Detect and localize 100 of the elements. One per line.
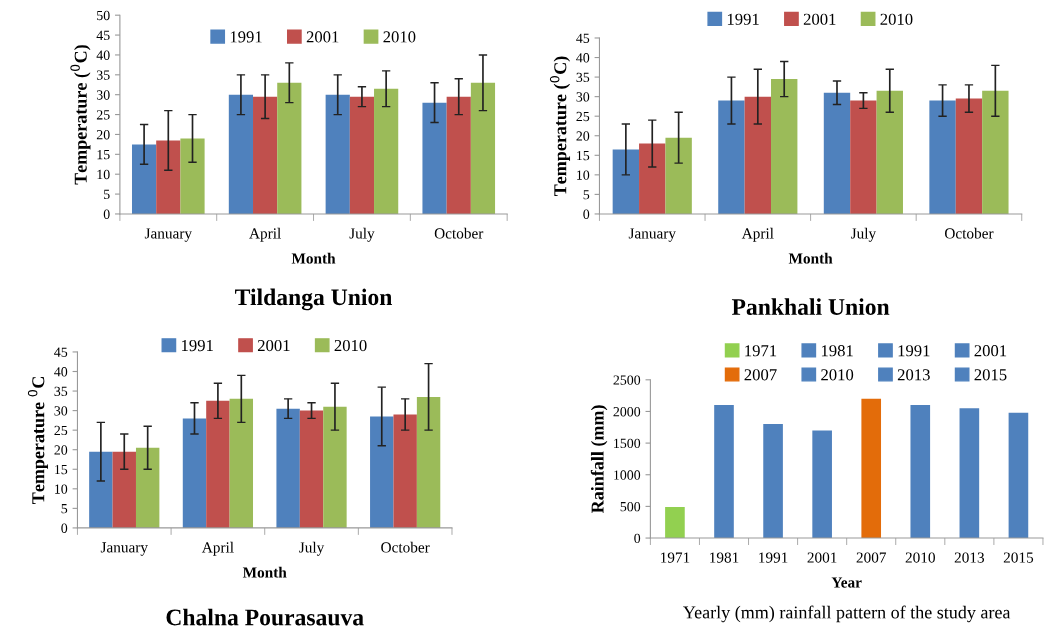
bar (771, 79, 798, 214)
x-axis-title: Month (242, 566, 287, 578)
bar (229, 398, 254, 528)
legend-label: 2001 (306, 31, 339, 43)
x-tick-label: 2013 (954, 552, 985, 563)
legend-label: 1971 (745, 345, 777, 357)
y-tick-label: 500 (620, 501, 641, 512)
x-tick-label: January (100, 542, 148, 556)
bar (349, 96, 375, 214)
x-tick-label: 1991 (759, 552, 788, 563)
bar (370, 416, 394, 528)
bar (89, 451, 113, 528)
x-tick-label: July (299, 541, 325, 556)
bar (982, 90, 1009, 214)
bar (393, 414, 417, 528)
bar (299, 410, 324, 528)
legend-label: 1991 (898, 345, 930, 357)
x-axis-title: Month (291, 252, 336, 264)
legend-label: 2010 (880, 13, 913, 25)
text: Yearly (mm) rainfall pattern of the study area (683, 605, 1011, 623)
x-axis-title: Year (831, 577, 862, 588)
x-tick-label: October (944, 227, 994, 239)
y-tick-label: 30 (54, 406, 68, 416)
x-tick-label: January (144, 228, 192, 242)
text: Pankhali Union (731, 298, 890, 315)
y-tick-label: 2000 (613, 407, 641, 417)
y-tick-label: 35 (96, 70, 110, 80)
y-tick-label: 45 (54, 347, 68, 357)
bar (182, 418, 207, 528)
y-tick-label: 1000 (614, 470, 641, 480)
legend-label: 2001 (974, 345, 1007, 357)
text: Chalna Pourasauva (166, 608, 364, 626)
bar (135, 447, 160, 528)
bar (228, 94, 254, 214)
y-tick-label: 45 (576, 33, 590, 43)
y-tick-label: 35 (576, 72, 590, 83)
x-tick-label: 2007 (856, 552, 887, 563)
legend-label: 1991 (230, 31, 262, 43)
y-tick-label: 20 (576, 131, 590, 141)
y-tick-label: 40 (96, 50, 110, 60)
y-tick-label: 20 (96, 130, 110, 140)
legend-label: 1981 (821, 345, 853, 357)
bar (929, 100, 956, 214)
bar (422, 102, 447, 214)
y-tick-label: 40 (54, 367, 68, 377)
bar (253, 96, 278, 214)
y-tick-label: 10 (97, 169, 110, 180)
y-tick-label: 0 (61, 523, 68, 533)
x-tick-label: April (249, 227, 281, 242)
bar (325, 94, 350, 214)
y-tick-label: 5 (61, 504, 68, 514)
bar (180, 138, 205, 214)
bar (612, 149, 640, 214)
y-tick-label: 45 (96, 30, 110, 41)
x-tick-label: July (850, 227, 877, 242)
y-tick-label: 10 (577, 170, 590, 180)
y-tick-label: 0 (634, 533, 641, 544)
y-tick-label: 40 (576, 53, 590, 63)
y-tick-label: 0 (583, 209, 590, 219)
y-tick-label: 5 (583, 190, 590, 200)
x-tick-label: 2015 (1003, 552, 1034, 563)
bar (416, 396, 441, 528)
bar (156, 140, 181, 214)
y-tick-label: 35 (54, 386, 68, 397)
x-tick-label: April (741, 227, 774, 242)
y-tick-label: 0 (103, 209, 110, 219)
legend-label: 2013 (897, 369, 930, 381)
y-tick-label: 50 (97, 10, 110, 21)
y-tick-label: 5 (104, 189, 110, 200)
bar (850, 100, 877, 214)
bar (470, 82, 496, 214)
legend-label: 2001 (803, 13, 836, 25)
x-tick-label: July (349, 227, 375, 242)
bar (206, 400, 230, 528)
y-tick-label: 30 (96, 90, 110, 100)
bar (323, 406, 347, 528)
bar (744, 96, 772, 214)
x-tick-label: 2010 (905, 552, 935, 563)
y-tick-label: 1500 (614, 438, 641, 449)
y-tick-label: 15 (97, 149, 110, 160)
bar (876, 90, 903, 214)
text: Tildanga Union (235, 288, 393, 311)
x-tick-label: October (434, 227, 484, 239)
bar (277, 82, 302, 214)
bar (823, 92, 851, 214)
y-tick-label: 10 (55, 484, 68, 494)
bar (112, 451, 136, 528)
y-tick-label: 15 (55, 464, 68, 475)
x-tick-label: 1971 (660, 552, 690, 563)
legend-label: 2010 (334, 339, 367, 352)
bar (639, 143, 666, 214)
bar (955, 98, 983, 214)
x-axis-title: Month (788, 252, 833, 264)
legend-label: 2010 (383, 31, 416, 43)
bar (718, 100, 745, 214)
legend-label: 1991 (182, 339, 213, 352)
x-tick-label: April (201, 541, 234, 556)
x-tick-label: October (381, 541, 430, 553)
legend-label: 2010 (821, 369, 854, 381)
x-tick-label: 2001 (807, 552, 837, 563)
